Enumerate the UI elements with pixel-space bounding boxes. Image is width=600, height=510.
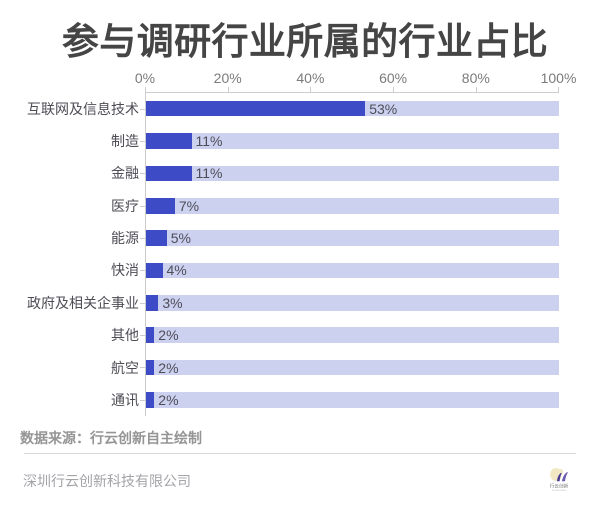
svg-text:行云创新: 行云创新 [550,482,569,489]
svg-text:CLOUDTOGO: CLOUDTOGO [552,490,566,492]
